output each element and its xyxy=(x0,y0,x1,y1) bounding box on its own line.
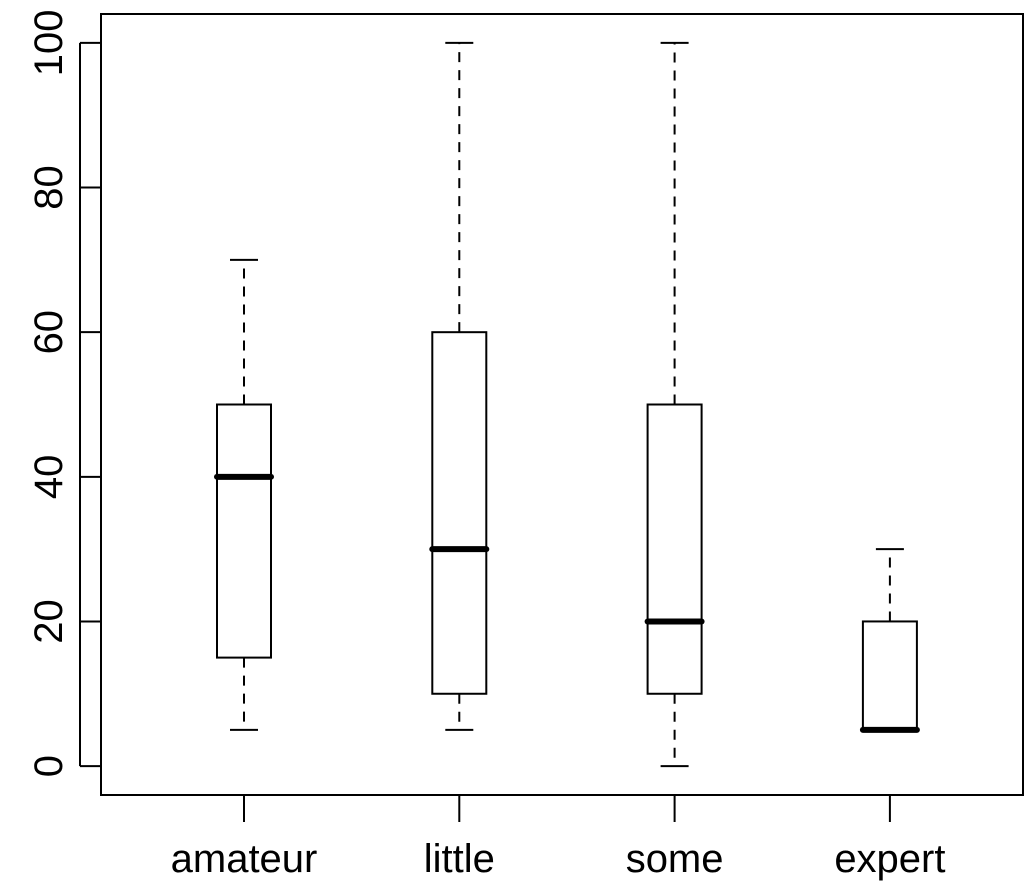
box-iqr xyxy=(216,403,272,659)
x-tick-label-some: some xyxy=(626,837,724,881)
x-tick-label-expert: expert xyxy=(834,837,945,881)
box-some xyxy=(644,41,705,768)
x-tick-label-amateur: amateur xyxy=(171,837,318,881)
y-tick-label: 100 xyxy=(27,10,71,77)
x-tick-label-little: little xyxy=(424,837,495,881)
box-amateur xyxy=(214,258,274,731)
box-little xyxy=(429,41,490,731)
box-expert xyxy=(859,548,920,733)
box-iqr xyxy=(431,331,488,695)
y-tick-label: 0 xyxy=(27,755,71,777)
y-tick-label: 20 xyxy=(27,599,71,644)
box-iqr xyxy=(861,620,918,731)
box-iqr xyxy=(646,403,703,695)
plot-area xyxy=(100,13,1024,796)
y-tick-label: 40 xyxy=(27,455,71,500)
y-tick-label: 60 xyxy=(27,310,71,355)
y-tick-label: 80 xyxy=(27,165,71,210)
x-axis: amateur little some expert xyxy=(171,794,945,881)
y-axis: 0 20 40 60 80 100 xyxy=(27,10,101,777)
